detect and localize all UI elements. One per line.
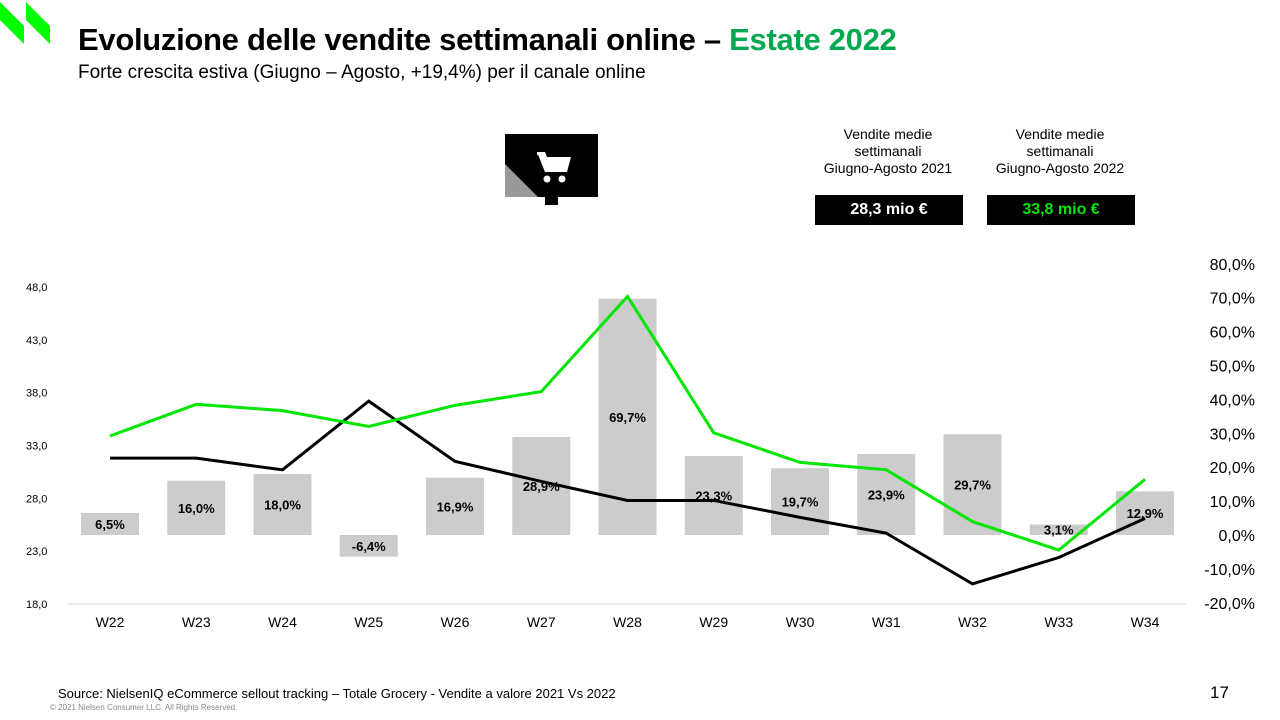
left-axis-tick: 18,0 [26, 599, 47, 611]
right-axis-tick: -20,0% [1204, 596, 1255, 613]
x-axis-tick: W32 [958, 614, 987, 630]
left-axis-tick: 43,0 [26, 335, 47, 347]
bar-label: 16,9% [437, 499, 474, 514]
bar-label: 19,7% [782, 495, 819, 510]
x-axis-tick: W29 [699, 614, 728, 630]
bar-W22 [81, 512, 139, 535]
page-subtitle: Forte crescita estiva (Giugno – Agosto, … [78, 62, 646, 83]
bar-label: 23,9% [868, 487, 905, 502]
x-axis-tick: W30 [786, 614, 815, 630]
bar-W24 [253, 473, 312, 535]
kpi-label-line: settimanali [854, 143, 922, 159]
shopping-cart-icon [505, 134, 598, 205]
kpi-2021-value: 28,3 mio € [815, 195, 963, 225]
kpi-label-line: Vendite medie [843, 126, 933, 142]
title-main: Evoluzione delle vendite settimanali onl… [78, 22, 730, 57]
left-axis-tick: 48,0 [26, 282, 47, 294]
right-axis-tick: 40,0% [1210, 392, 1255, 409]
x-axis-tick: W31 [872, 614, 901, 630]
x-axis-tick: W28 [613, 614, 642, 630]
right-axis-tick: 60,0% [1210, 325, 1255, 342]
source-note: Source: NielsenIQ eCommerce sellout trac… [58, 686, 616, 701]
bar-label: 16,0% [178, 501, 215, 516]
right-axis-tick: 80,0% [1210, 257, 1255, 274]
x-axis-tick: W27 [527, 614, 556, 630]
left-axis-tick: 28,0 [26, 493, 47, 505]
bar-W23 [167, 480, 226, 535]
bar-label: -6,4% [352, 539, 386, 554]
right-axis-tick: 10,0% [1210, 494, 1255, 511]
bar-label: 18,0% [264, 497, 301, 512]
left-axis-tick: 23,0 [26, 546, 47, 558]
bar-W26 [426, 477, 484, 535]
page-number: 17 [1210, 683, 1229, 702]
right-axis-tick: 50,0% [1210, 359, 1255, 376]
bar-W32 [943, 434, 1002, 535]
kpi-2022-label: Vendite medie settimanali Giugno-Agosto … [985, 126, 1135, 177]
bar-label: 23,3% [695, 489, 732, 504]
right-axis-tick: -10,0% [1204, 562, 1255, 579]
kpi-label-line: Giugno-Agosto 2022 [995, 160, 1125, 176]
page-title: Evoluzione delle vendite settimanali onl… [78, 22, 897, 58]
bar-W30 [771, 468, 829, 535]
x-axis-tick: W33 [1044, 614, 1073, 630]
kpi-label-line: Giugno-Agosto 2021 [823, 160, 953, 176]
kpi-2021-label: Vendite medie settimanali Giugno-Agosto … [813, 126, 963, 177]
left-axis-tick: 33,0 [26, 441, 47, 453]
right-axis-tick: 70,0% [1210, 291, 1255, 308]
title-accent: Estate 2022 [729, 22, 897, 57]
x-axis-tick: W26 [441, 614, 470, 630]
bar-label: 3,1% [1044, 523, 1074, 538]
x-axis-tick: W22 [96, 614, 125, 630]
bar-W25 [339, 535, 398, 557]
bar-label: 6,5% [95, 517, 125, 532]
right-axis-tick: 0,0% [1219, 528, 1255, 545]
bar-label: 12,9% [1127, 506, 1164, 521]
right-axis-tick: 30,0% [1210, 426, 1255, 443]
kpi-2022-value: 33,8 mio € [987, 195, 1135, 225]
x-axis-tick: W34 [1131, 614, 1160, 630]
bar-W33 [1029, 524, 1088, 535]
sales-chart: 18,0 23,0 28,0 33,0 38,0 43,0 48,0 -20,0% -10,0%… [26, 257, 1255, 630]
copyright: © 2021 Nielsen Consumer LLC. All Rights … [50, 703, 238, 712]
x-axis-tick: W23 [182, 614, 211, 630]
left-axis-tick: 38,0 [26, 388, 47, 400]
kpi-label-line: settimanali [1026, 143, 1094, 159]
bar-label: 29,7% [954, 478, 991, 493]
right-axis-tick: 20,0% [1210, 460, 1255, 477]
x-axis-tick: W24 [268, 614, 297, 630]
bar-label: 28,9% [523, 479, 560, 494]
bar-label: 69,7% [609, 410, 646, 425]
x-axis-tick: W25 [354, 614, 383, 630]
nielsen-logo [0, 2, 50, 44]
bar-W29 [684, 456, 743, 535]
kpi-label-line: Vendite medie [1015, 126, 1105, 142]
